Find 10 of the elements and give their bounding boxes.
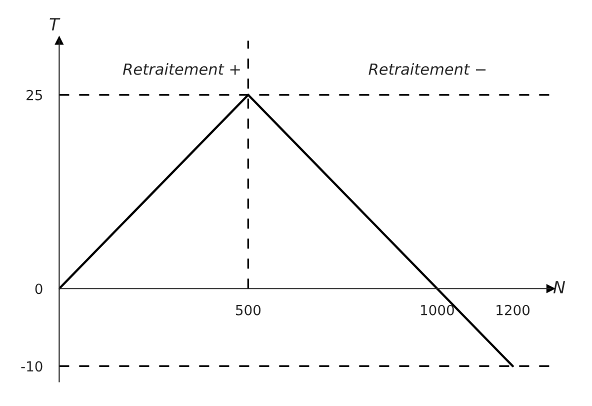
y-tick-label: 0 — [35, 284, 42, 294]
x-tick-label: 500 — [236, 304, 261, 316]
x-tick-label: 1000 — [421, 304, 454, 316]
x-tick-label: 1200 — [496, 304, 530, 316]
y-tick-label: -10 — [21, 361, 42, 372]
y-tick-label: 25 — [26, 90, 42, 100]
y-axis-title: T — [50, 18, 60, 30]
annotation: Retraitement + — [123, 63, 240, 75]
x-axis-title: N — [553, 281, 566, 294]
annotation: Retraitement − — [368, 63, 486, 75]
